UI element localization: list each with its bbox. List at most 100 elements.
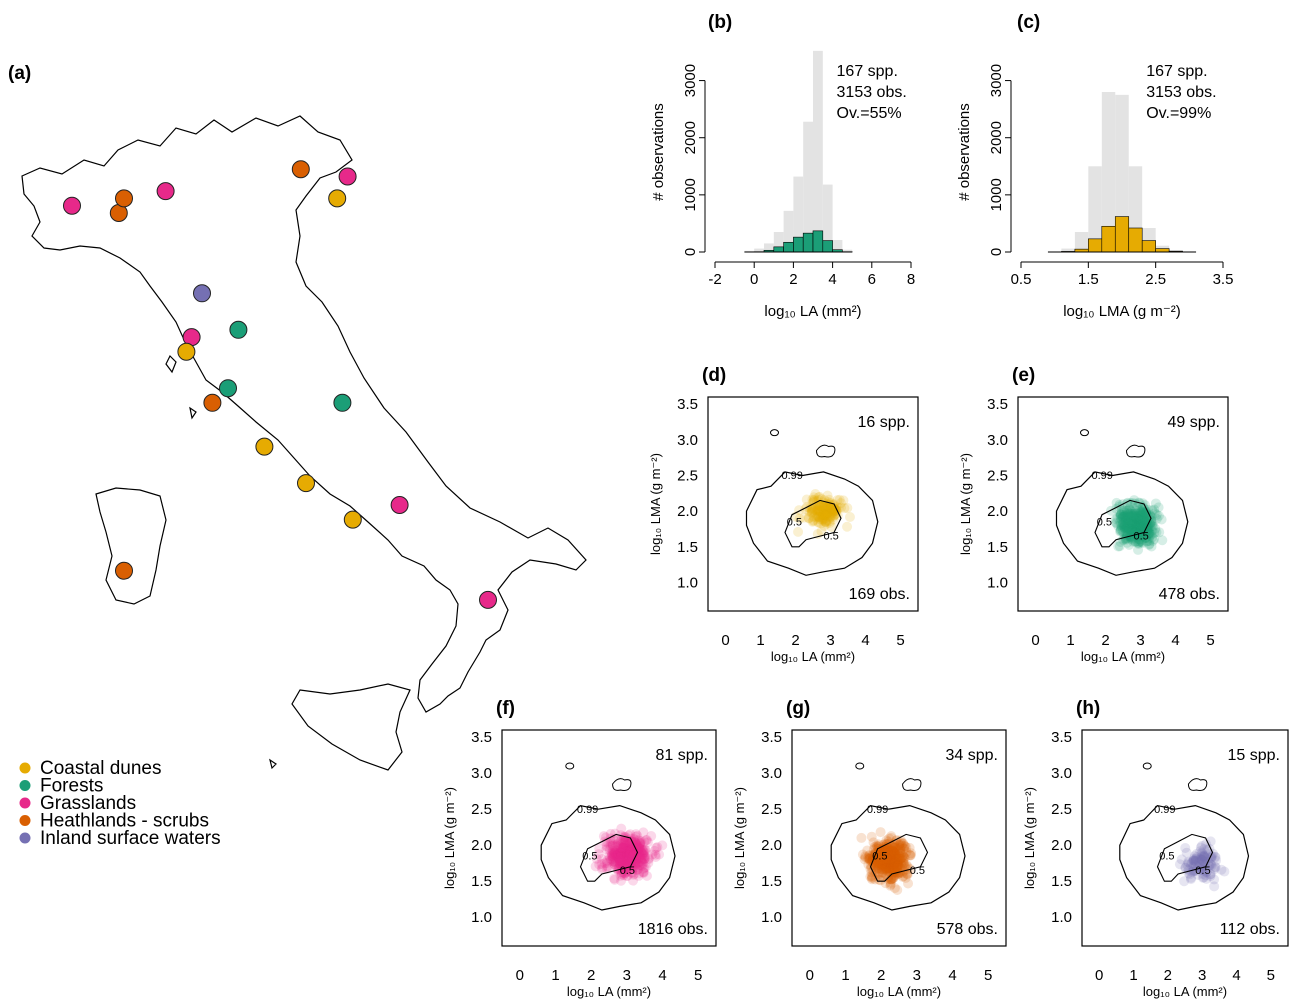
scatter-point bbox=[1118, 517, 1129, 528]
scatter-point bbox=[615, 836, 626, 847]
scatter-point bbox=[622, 844, 633, 855]
scatter-point bbox=[887, 856, 898, 867]
scatter-point bbox=[807, 516, 818, 527]
scatter-point bbox=[1122, 530, 1133, 541]
contour-island bbox=[565, 762, 575, 770]
scatter-point bbox=[632, 864, 643, 875]
xtick-label: 1 bbox=[551, 967, 559, 984]
scatter-point bbox=[886, 862, 897, 873]
scatter-point bbox=[623, 850, 634, 861]
scatter-point bbox=[618, 845, 629, 856]
scatter-point bbox=[631, 854, 642, 865]
scatter-point bbox=[886, 853, 897, 864]
scatter-point bbox=[640, 852, 651, 863]
scatter-point bbox=[829, 504, 840, 515]
scatter-point bbox=[613, 840, 624, 851]
scatter-point bbox=[627, 842, 638, 853]
scatter-point bbox=[636, 846, 647, 857]
contour-island-2 bbox=[902, 778, 922, 791]
scatter-point bbox=[1157, 535, 1168, 546]
scatter-point bbox=[875, 827, 886, 838]
scatter-point bbox=[1134, 521, 1145, 532]
scatter-point bbox=[626, 854, 637, 865]
scatter-point bbox=[601, 844, 612, 855]
scatter-point bbox=[1197, 855, 1208, 866]
scatter-point bbox=[1189, 855, 1200, 866]
xtick-label: 0.5 bbox=[1011, 271, 1032, 288]
scatter-point bbox=[1134, 516, 1145, 527]
scatter-point bbox=[639, 836, 650, 847]
scatter-point bbox=[814, 514, 825, 525]
scatter-point bbox=[817, 500, 828, 511]
scatter-point bbox=[886, 855, 897, 866]
scatter-point bbox=[1140, 532, 1151, 543]
scatter-points bbox=[1106, 495, 1168, 555]
scatter-point bbox=[1124, 511, 1135, 522]
scatter-point bbox=[639, 854, 650, 865]
contour-0.5 bbox=[1156, 833, 1214, 882]
scatter-point bbox=[822, 490, 833, 501]
scatter-point bbox=[888, 859, 899, 870]
xtick-label: 5 bbox=[984, 967, 992, 984]
scatter-point bbox=[1133, 538, 1144, 549]
panel-label-h: (h) bbox=[1076, 698, 1100, 719]
scatter-point bbox=[637, 858, 648, 869]
scatter-point bbox=[886, 859, 897, 870]
scatter-point bbox=[880, 846, 891, 857]
xtick-label: 3 bbox=[623, 967, 631, 984]
scatter-point bbox=[823, 511, 834, 522]
scatter-point bbox=[1128, 521, 1139, 532]
scatter-point bbox=[616, 846, 627, 857]
scatter-point bbox=[889, 859, 900, 870]
scatter-point bbox=[1144, 538, 1155, 549]
scatter-point bbox=[885, 877, 896, 888]
scatter-point bbox=[1137, 509, 1148, 520]
scatter-point bbox=[1129, 520, 1140, 531]
scatter-point bbox=[822, 511, 833, 522]
scatter-point bbox=[1134, 507, 1145, 518]
scatter-point bbox=[620, 844, 631, 855]
scatter-point bbox=[1144, 527, 1155, 538]
scatter-point bbox=[808, 515, 819, 526]
scatter-point bbox=[654, 849, 665, 860]
scatter-point bbox=[610, 845, 621, 856]
scatter-point bbox=[1122, 530, 1133, 541]
scatter-point bbox=[1133, 539, 1144, 550]
scatter-point bbox=[624, 835, 635, 846]
scatter-point bbox=[1122, 518, 1133, 529]
scatter-point bbox=[647, 849, 658, 860]
scatter-point bbox=[884, 854, 895, 865]
scatter-point bbox=[821, 509, 832, 520]
scatter-point bbox=[880, 856, 891, 867]
scatter-point bbox=[622, 870, 633, 881]
scatter-point bbox=[1144, 528, 1155, 539]
annotation-2: Ov.=55% bbox=[837, 105, 902, 122]
scatter-point bbox=[1117, 526, 1128, 537]
scatter-point bbox=[630, 849, 641, 860]
scatter-point bbox=[880, 858, 891, 869]
scatter-point bbox=[1142, 510, 1153, 521]
scatter-point bbox=[886, 847, 897, 858]
scatter-point bbox=[639, 845, 650, 856]
scatter-point bbox=[1196, 847, 1207, 858]
scatter-point bbox=[885, 848, 896, 859]
scatter-point bbox=[898, 838, 909, 849]
scatter-point bbox=[609, 851, 620, 862]
ytick-label: 3000 bbox=[682, 64, 699, 97]
scatter-point bbox=[870, 866, 881, 877]
scatter-point bbox=[882, 863, 893, 874]
map-point-1 bbox=[156, 182, 175, 201]
scatter-point bbox=[1115, 510, 1126, 521]
scatter-point bbox=[618, 851, 629, 862]
scatter-point bbox=[1149, 504, 1160, 515]
scatter-point bbox=[1128, 536, 1139, 547]
scatter-point bbox=[876, 855, 887, 866]
scatter-point bbox=[883, 863, 894, 874]
scatter-point bbox=[650, 849, 661, 860]
scatter-point bbox=[619, 837, 630, 848]
scatter-point bbox=[1130, 515, 1141, 526]
ytick-label: 2.0 bbox=[471, 837, 492, 854]
scatter-point bbox=[808, 516, 819, 527]
scatter-point bbox=[601, 856, 612, 867]
sardinia-outline bbox=[95, 487, 167, 605]
